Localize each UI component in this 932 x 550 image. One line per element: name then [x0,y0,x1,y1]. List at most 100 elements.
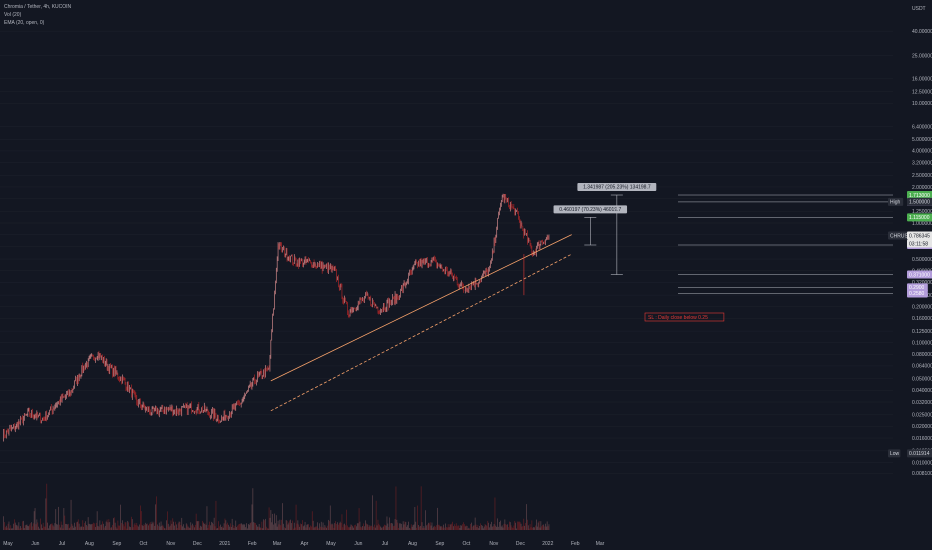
volume-bar [412,525,414,530]
stop-loss-annotation[interactable]: SL : Daily close below 0.25 [523,254,725,322]
volume-bar [500,520,501,530]
volume-bar [515,522,517,530]
volume-bar [545,523,546,530]
volume-bar [25,524,27,530]
volume-bar [79,527,81,530]
volume-bar [140,511,142,530]
volume-bar [475,524,477,530]
volume-bar [134,522,136,530]
volume-bar [350,524,352,530]
volume-bar [466,525,468,530]
volume-bar [531,520,533,530]
volume-bar [142,526,144,530]
volume-bar [300,523,301,530]
volume-bar [45,498,47,530]
volume-bar [383,526,384,530]
volume-bar [98,526,100,530]
volume-bar [356,526,357,530]
volume-bar [116,528,118,530]
volume-bar [334,523,336,530]
volume-bar [164,528,166,530]
volume-bar [213,517,215,530]
volume-bar [121,522,122,530]
volume-bar [158,526,159,530]
volume-bar [110,527,112,530]
measurement-tools[interactable]: 0.460197 (70.23%) 46019.7 1.341987 (205.2… [553,183,657,275]
volume-bar [88,523,90,530]
badge-value: 0.786345 [909,233,930,239]
volume-bar [421,522,423,530]
volume-bar [136,522,138,530]
trendlines[interactable] [270,234,572,412]
volume-bar [183,524,184,530]
volume-bar [214,526,216,530]
volume-bar [135,525,137,530]
volume-bar [140,505,141,530]
volume-bar [39,528,40,530]
volume-bar [13,523,14,530]
volume-bar [355,524,356,530]
volume-bar [413,524,415,530]
volume-bar [156,496,157,530]
volume-bar [313,527,315,530]
volume-bar [528,528,530,530]
volume-bar [435,526,436,530]
volume-bar [409,527,410,530]
volume-bar [220,524,221,530]
time-axis[interactable]: May Jun Jul Aug Sep Oct Nov Dec 2021 Feb Mar Apr May… [3,541,604,547]
level-badge: 0.371000 [909,272,930,278]
volume-bar [206,506,208,530]
volume-bar [48,528,49,530]
volume-bar [417,505,418,530]
volume-bar [38,526,40,530]
price-tick-label: 0.200000 [912,304,932,310]
volume-bar [77,521,78,530]
volume-bar [443,524,445,530]
volume-bar [219,526,220,530]
volume-bar [237,525,238,530]
horizontal-levels[interactable] [678,194,893,294]
volume-bar [144,525,146,530]
volume-bar [548,524,550,530]
volume-bar [104,525,106,530]
volume-bar [472,526,473,530]
volume-bar [282,503,283,530]
volume-bar [392,523,393,530]
volume-bar [401,523,402,530]
volume-bar [393,525,395,530]
volume-bar [7,523,9,530]
volume-bar [429,522,431,530]
volume-bar [202,520,203,530]
badge-name: Low [890,451,900,457]
volume-bar [235,520,237,530]
ema-indicator-label[interactable]: EMA (20, open, 0) [4,20,45,26]
volume-bar [329,505,331,530]
volume-bar [374,524,375,530]
volume-bar [354,525,355,530]
volume-bar [505,524,507,530]
volume-bar [292,520,293,530]
volume-bar [186,524,188,530]
volume-bar [304,521,306,530]
badge-value-box [907,231,932,240]
volume-bar [104,527,105,530]
volume-bar [175,521,176,530]
volume-bar [523,518,525,530]
volume-bar [428,523,430,530]
volume-bar [259,527,261,530]
symbol-title[interactable]: Chromia / Tether, 4h, KUCOIN [4,4,72,10]
volume-bar [147,523,148,530]
volume-bar [273,524,274,530]
time-tick-label: Dec [193,541,202,547]
volume-bar [373,526,374,530]
volume-bar [239,524,241,530]
volume-indicator-label[interactable]: Vol (20) [4,12,22,18]
volume-bar [332,524,334,530]
time-tick-label: Feb [571,541,580,547]
volume-bar [43,526,45,530]
volume-bar [189,527,191,530]
level-badge: 0.2900 [909,285,925,291]
volume-bar [49,525,50,530]
volume-bar [462,524,463,530]
